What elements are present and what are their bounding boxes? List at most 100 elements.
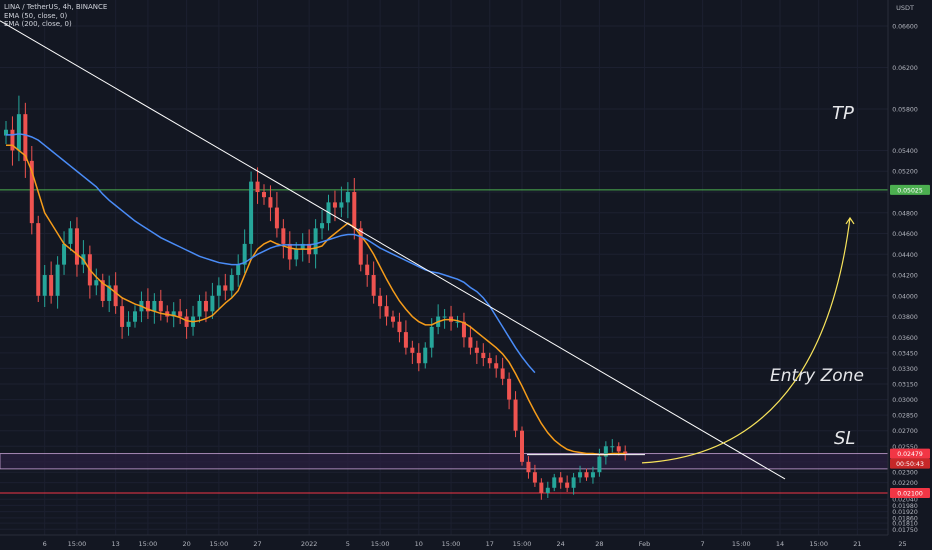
price-tick-label: 0.05200 <box>892 169 918 176</box>
candle <box>107 275 112 313</box>
candle <box>520 426 524 466</box>
candle <box>49 261 54 304</box>
candle <box>133 305 137 328</box>
candle <box>55 256 60 309</box>
price-tick-label: 0.05800 <box>892 106 918 113</box>
time-axis[interactable]: 6 15:00 13 15:00 20 15:00 27 2022 5 15:00 10 15:00 1… <box>0 534 907 548</box>
candle <box>526 456 531 479</box>
currency-label: USDT <box>896 4 914 12</box>
candle <box>210 282 215 319</box>
price-tick-label: 0.06200 <box>892 65 918 72</box>
entry-zone-label: Entry Zone <box>770 366 864 386</box>
time-tick-label: 7 <box>701 540 705 548</box>
candle <box>197 294 202 323</box>
price-tick-label: 0.04400 <box>892 252 918 259</box>
price-tick-label: 0.04600 <box>892 231 918 238</box>
candle <box>36 215 41 303</box>
price-axis[interactable]: USDT 0.06600 0.06200 0.05800 0.05400 0.05200 0… <box>887 0 932 550</box>
time-tick-label: 15:00 <box>809 540 828 548</box>
candle <box>365 254 370 287</box>
time-tick-label: 28 <box>595 540 603 548</box>
countdown-label: 00:50:43 <box>890 458 930 469</box>
svg-text:0.05025: 0.05025 <box>897 187 923 194</box>
candle <box>391 310 395 328</box>
candle <box>120 298 125 339</box>
ema50-line <box>6 144 626 456</box>
price-tick-label: 0.01860 <box>892 515 918 522</box>
time-tick-label: 15:00 <box>732 540 751 548</box>
candle <box>416 343 421 372</box>
price-tick-label: 0.02700 <box>892 428 918 435</box>
candle <box>320 209 325 240</box>
projection-arrow[interactable] <box>641 217 851 464</box>
price-tick-label: 0.03300 <box>892 366 918 373</box>
ema50-legend: EMA (50, close, 0) <box>4 11 68 20</box>
candle <box>590 466 595 484</box>
candle <box>203 291 208 323</box>
candle <box>494 355 499 378</box>
candle <box>249 171 254 259</box>
candle <box>262 184 266 205</box>
symbol-title: LINA / TetherUS, 4h, BINANCE <box>4 3 108 11</box>
candle <box>229 268 234 297</box>
candle <box>184 309 189 339</box>
price-tick-label: 0.02850 <box>892 413 918 420</box>
candle <box>500 357 505 386</box>
time-tick-label: 17 <box>486 540 494 548</box>
price-tick-label: 0.03000 <box>892 397 918 404</box>
time-tick-label: 25 <box>898 540 906 548</box>
candle <box>68 221 73 251</box>
candle <box>294 242 299 267</box>
price-tick-label: 0.03800 <box>892 314 918 321</box>
sl-label: SL <box>834 428 856 449</box>
candle <box>62 231 67 275</box>
candle <box>410 340 415 364</box>
candle <box>436 304 441 335</box>
time-tick-label: 15:00 <box>442 540 461 548</box>
candle <box>81 240 86 274</box>
candle <box>178 298 183 325</box>
candle <box>352 177 357 240</box>
candle <box>307 229 312 263</box>
candle <box>558 472 563 489</box>
candle <box>287 231 292 270</box>
price-tick-label: 0.01920 <box>892 509 918 516</box>
price-tick-label: 0.02040 <box>892 497 918 504</box>
candle <box>268 185 273 222</box>
price-tick-label: 0.02200 <box>892 480 918 487</box>
candle <box>384 295 389 326</box>
candle <box>378 287 383 319</box>
arrow-head-icon <box>845 216 855 225</box>
time-tick-label: 13 <box>112 540 120 548</box>
time-tick-label: 15:00 <box>513 540 532 548</box>
descending-trendline[interactable] <box>0 20 786 480</box>
candle <box>339 186 344 218</box>
candle <box>513 391 518 438</box>
price-tick-label: 0.01750 <box>892 527 918 534</box>
candle <box>468 325 473 355</box>
candle <box>597 448 602 477</box>
time-tick-label: 15:00 <box>139 540 158 548</box>
price-tick-label: 0.02550 <box>892 444 918 451</box>
time-tick-label: 21 <box>853 540 861 548</box>
price-tick-label: 0.03150 <box>892 381 918 388</box>
candle <box>74 217 79 277</box>
candle <box>481 343 486 367</box>
candle <box>358 221 363 272</box>
time-tick-label: 27 <box>253 540 261 548</box>
price-tick-label: 0.04800 <box>892 210 918 217</box>
time-tick-label: 20 <box>182 540 190 548</box>
price-tick-label: 0.03600 <box>892 335 918 342</box>
candle <box>449 305 454 331</box>
candle <box>455 315 460 328</box>
candle <box>578 465 583 483</box>
candle <box>145 288 150 319</box>
candle <box>281 219 286 259</box>
tp-price-label: 0.05025 <box>890 184 930 195</box>
candle <box>539 478 544 500</box>
candles <box>4 95 628 500</box>
time-tick-label: 15:00 <box>209 540 228 548</box>
candle <box>171 302 176 328</box>
candle <box>242 229 247 274</box>
